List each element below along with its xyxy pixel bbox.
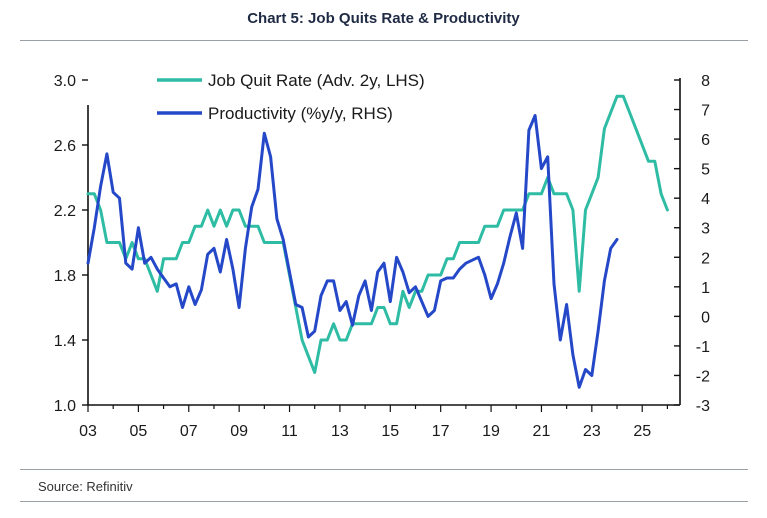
x-axis: 03 05 07 09 11 13 15 17 19 21 23 25 xyxy=(79,405,669,440)
right-tick-label: -3 xyxy=(696,398,710,415)
x-tick-label: 07 xyxy=(180,423,198,440)
x-tick-label: 11 xyxy=(281,423,298,440)
x-tick-label: 09 xyxy=(230,423,248,440)
right-axis: -3 -2 -1 0 1 2 3 4 5 6 7 8 xyxy=(674,73,710,415)
footer-divider xyxy=(20,501,748,502)
plot-frame xyxy=(87,78,681,406)
x-tick-label: 03 xyxy=(79,423,97,440)
x-tick-label: 15 xyxy=(381,423,399,440)
right-tick-label: 3 xyxy=(701,221,710,238)
right-tick-label: 5 xyxy=(701,162,710,179)
right-tick-label: 0 xyxy=(701,309,710,326)
left-tick-label: 1.0 xyxy=(54,398,76,415)
right-tick-label: 1 xyxy=(701,280,710,297)
left-tick-label: 1.8 xyxy=(54,268,76,285)
x-tick-label: 05 xyxy=(129,423,147,440)
x-tick-label: 19 xyxy=(482,423,500,440)
right-tick-label: 6 xyxy=(701,132,710,149)
legend: Job Quit Rate (Adv. 2y, LHS) Productivity… xyxy=(157,71,425,123)
legend-label: Productivity (%y/y, RHS) xyxy=(208,104,393,123)
left-tick-label: 2.6 xyxy=(54,138,76,155)
chart-title: Chart 5: Job Quits Rate & Productivity xyxy=(247,10,520,27)
quits-rate-line xyxy=(86,94,669,374)
left-tick-label: 2.2 xyxy=(54,203,76,220)
left-tick-label: 1.4 xyxy=(54,333,76,350)
productivity-line xyxy=(86,114,619,389)
x-tick-label: 13 xyxy=(331,423,349,440)
series-layer xyxy=(86,94,669,389)
left-tick-label: 3.0 xyxy=(54,73,76,90)
right-tick-label: 7 xyxy=(701,103,710,120)
bottom-divider xyxy=(20,469,748,470)
right-tick-label: 4 xyxy=(701,191,710,208)
right-tick-label: 8 xyxy=(701,73,710,90)
x-tick-label: 25 xyxy=(633,423,651,440)
left-axis: 1.0 1.4 1.8 2.2 2.6 3.0 xyxy=(54,73,88,415)
x-tick-label: 17 xyxy=(432,423,450,440)
top-divider xyxy=(20,40,748,41)
source-note: Source: Refinitiv xyxy=(38,479,133,494)
right-tick-label: 2 xyxy=(701,250,710,267)
legend-label: Job Quit Rate (Adv. 2y, LHS) xyxy=(208,71,425,90)
x-tick-label: 23 xyxy=(583,423,601,440)
x-tick-label: 21 xyxy=(533,423,551,440)
right-tick-label: -1 xyxy=(696,339,710,356)
right-tick-label: -2 xyxy=(696,368,710,385)
